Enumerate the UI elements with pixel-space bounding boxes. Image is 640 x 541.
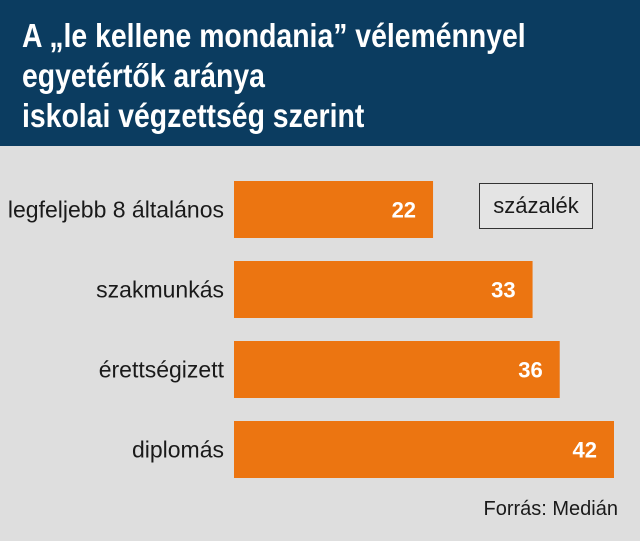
chart-title-line-1: A „le kellene mondania” véleménnyel — [22, 17, 526, 54]
category-label-1: szakmunkás — [96, 277, 224, 303]
bar-1 — [234, 261, 533, 318]
bar-2 — [234, 341, 560, 398]
unit-label-box: százalék — [479, 183, 593, 229]
bar-chart: legfeljebb 8 általános 22 szakmunkás 33 éret… — [8, 181, 614, 478]
bar-3 — [234, 421, 614, 478]
chart-title-line-2: egyetértők aránya — [22, 57, 265, 94]
bar-0 — [234, 181, 434, 238]
value-label-1: 33 — [491, 278, 515, 303]
category-label-3: diplomás — [132, 437, 224, 463]
source-note: Forrás: Medián — [483, 498, 619, 520]
value-label-0: 22 — [392, 198, 416, 223]
category-label-2: érettségizett — [99, 357, 225, 383]
category-label-0: legfeljebb 8 általános — [8, 197, 224, 223]
chart-header: A „le kellene mondania” véleménnyel egye… — [0, 0, 640, 146]
value-label-3: 42 — [573, 438, 597, 463]
value-label-2: 36 — [518, 358, 542, 383]
chart-title-line-3: iskolai végzettség szerint — [22, 97, 365, 134]
